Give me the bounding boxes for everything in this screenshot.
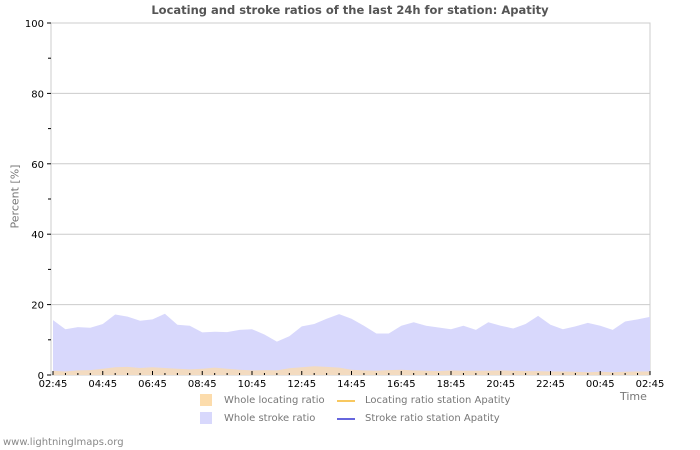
- svg-text:06:45: 06:45: [138, 379, 167, 390]
- svg-text:02:45: 02:45: [636, 379, 665, 390]
- svg-text:04:45: 04:45: [88, 379, 117, 390]
- svg-text:12:45: 12:45: [287, 379, 316, 390]
- svg-text:18:45: 18:45: [437, 379, 466, 390]
- svg-text:40: 40: [31, 230, 44, 241]
- svg-text:60: 60: [31, 160, 44, 171]
- legend-station-stroke: Stroke ratio station Apatity: [365, 413, 500, 424]
- svg-text:22:45: 22:45: [536, 379, 565, 390]
- svg-text:0: 0: [38, 371, 44, 382]
- svg-text:08:45: 08:45: [188, 379, 217, 390]
- svg-text:80: 80: [31, 89, 44, 100]
- svg-text:00:45: 00:45: [586, 379, 615, 390]
- legend-station-locating: Locating ratio station Apatity: [365, 395, 511, 406]
- station-stroke-line-icon: [337, 418, 355, 420]
- x-axis-label: Time: [620, 390, 647, 403]
- svg-text:14:45: 14:45: [337, 379, 366, 390]
- whole-stroke-swatch-icon: [200, 412, 212, 424]
- svg-text:20: 20: [31, 301, 44, 312]
- svg-text:02:45: 02:45: [39, 379, 68, 390]
- chart-title: Locating and stroke ratios of the last 2…: [151, 3, 549, 17]
- station-locating-line-icon: [337, 400, 355, 402]
- legend-whole-locating: Whole locating ratio: [224, 395, 325, 406]
- svg-text:100: 100: [25, 19, 44, 30]
- y-axis-label: Percent [%]: [8, 164, 22, 229]
- svg-text:16:45: 16:45: [387, 379, 416, 390]
- legend-whole-stroke: Whole stroke ratio: [224, 413, 316, 424]
- footer-site-link[interactable]: www.lightninglmaps.org: [3, 437, 124, 448]
- svg-text:10:45: 10:45: [238, 379, 267, 390]
- svg-text:20:45: 20:45: [486, 379, 515, 390]
- whole-locating-swatch-icon: [200, 394, 212, 406]
